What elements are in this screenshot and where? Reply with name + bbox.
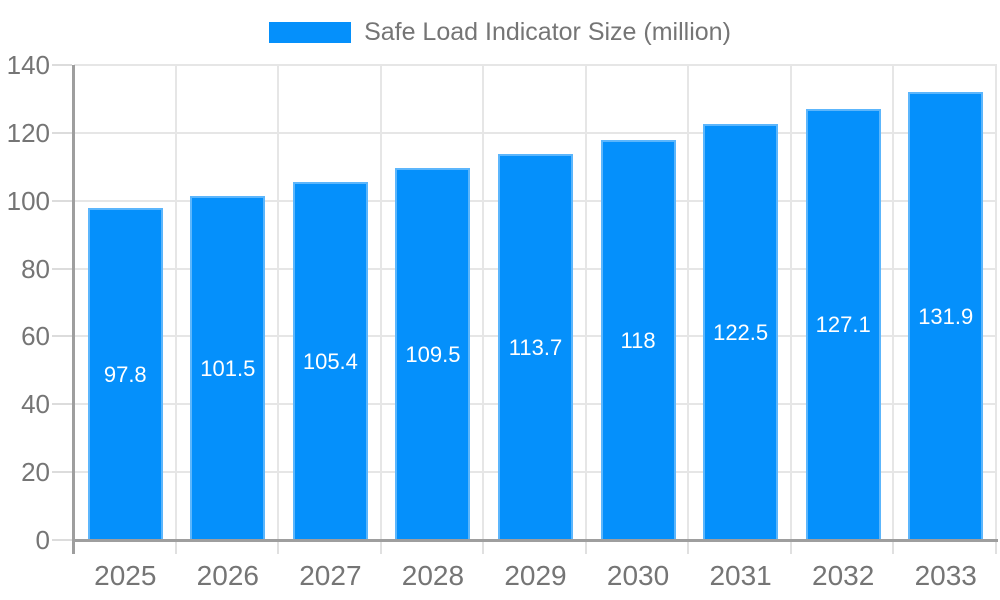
x-axis-tick — [584, 540, 587, 554]
y-tick-label: 0 — [35, 525, 50, 555]
x-tick-label: 2027 — [299, 560, 362, 591]
bar-value-label: 105.4 — [302, 349, 358, 375]
bar-value-label: 101.5 — [200, 355, 256, 381]
bar-value-label: 97.8 — [103, 362, 147, 388]
y-axis-line — [72, 65, 75, 554]
y-axis-tick — [52, 64, 72, 66]
y-axis-tick — [52, 131, 72, 134]
y-axis-tick — [52, 267, 72, 270]
x-tick-label: 2028 — [401, 560, 465, 591]
gridline-v — [892, 65, 895, 540]
gridline-v — [584, 65, 587, 540]
legend[interactable]: Safe Load Indicator Size (million) — [0, 14, 1000, 50]
x-axis-tick — [892, 540, 895, 554]
gridline-v — [687, 65, 690, 540]
x-axis-tick — [789, 540, 792, 554]
x-axis-tick — [379, 540, 382, 554]
bar-value-label: 118 — [620, 327, 656, 353]
bar-value-label: 131.9 — [918, 304, 974, 330]
y-tick-label: 100 — [6, 185, 50, 216]
gridline-v — [789, 65, 792, 540]
gridline-h — [74, 131, 997, 134]
y-tick-label: 20 — [21, 457, 50, 488]
x-tick-label: 2026 — [196, 560, 259, 591]
legend-label: Safe Load Indicator Size (million) — [364, 17, 731, 46]
bar: 97.8 — [87, 208, 163, 540]
gridline-v — [174, 65, 177, 540]
bar: 109.5 — [395, 168, 471, 540]
x-tick-label: 2031 — [709, 560, 772, 591]
bar: 101.5 — [190, 195, 266, 540]
x-tick-label: 2025 — [94, 560, 157, 591]
x-tick-label: 2033 — [914, 560, 977, 591]
y-tick-label: 140 — [6, 50, 50, 80]
x-axis-tick — [174, 540, 177, 554]
bar: 122.5 — [703, 124, 779, 540]
bar-value-label: 113.7 — [508, 335, 563, 361]
gridline-v — [995, 65, 997, 540]
y-tick-label: 120 — [6, 117, 50, 148]
y-tick-label: 60 — [21, 321, 50, 352]
bar-value-label: 122.5 — [713, 320, 769, 346]
y-tick-label: 40 — [21, 389, 50, 420]
y-tick-label: 80 — [21, 253, 50, 284]
y-axis-tick — [52, 471, 72, 474]
gridline-h — [74, 64, 997, 66]
bar: 127.1 — [805, 108, 881, 540]
x-axis-tick — [277, 540, 280, 554]
gridline-v — [482, 65, 485, 540]
bar: 118 — [600, 139, 676, 540]
bar-value-label: 109.5 — [405, 342, 461, 368]
x-axis-tick — [482, 540, 485, 554]
y-axis-tick — [52, 403, 72, 406]
gridline-v — [379, 65, 382, 540]
bar: 131.9 — [908, 92, 984, 540]
y-axis-tick — [52, 539, 72, 541]
gridline-v — [277, 65, 280, 540]
y-axis-tick — [52, 199, 72, 202]
plot-area: 97.8 101.5 105.4 109.5 113.7 118 122.5 127.1 131… — [74, 64, 997, 540]
bar: 105.4 — [292, 182, 368, 540]
x-tick-label: 2029 — [504, 560, 567, 591]
x-tick-label: 2032 — [812, 560, 875, 591]
x-tick-label: 2030 — [606, 560, 670, 591]
x-axis-tick — [687, 540, 690, 554]
bar: 113.7 — [498, 154, 573, 540]
y-axis-tick — [52, 335, 72, 338]
x-axis-line — [72, 539, 998, 542]
x-axis-tick — [995, 540, 997, 554]
bar-value-label: 127.1 — [815, 312, 871, 338]
legend-swatch — [269, 21, 352, 43]
